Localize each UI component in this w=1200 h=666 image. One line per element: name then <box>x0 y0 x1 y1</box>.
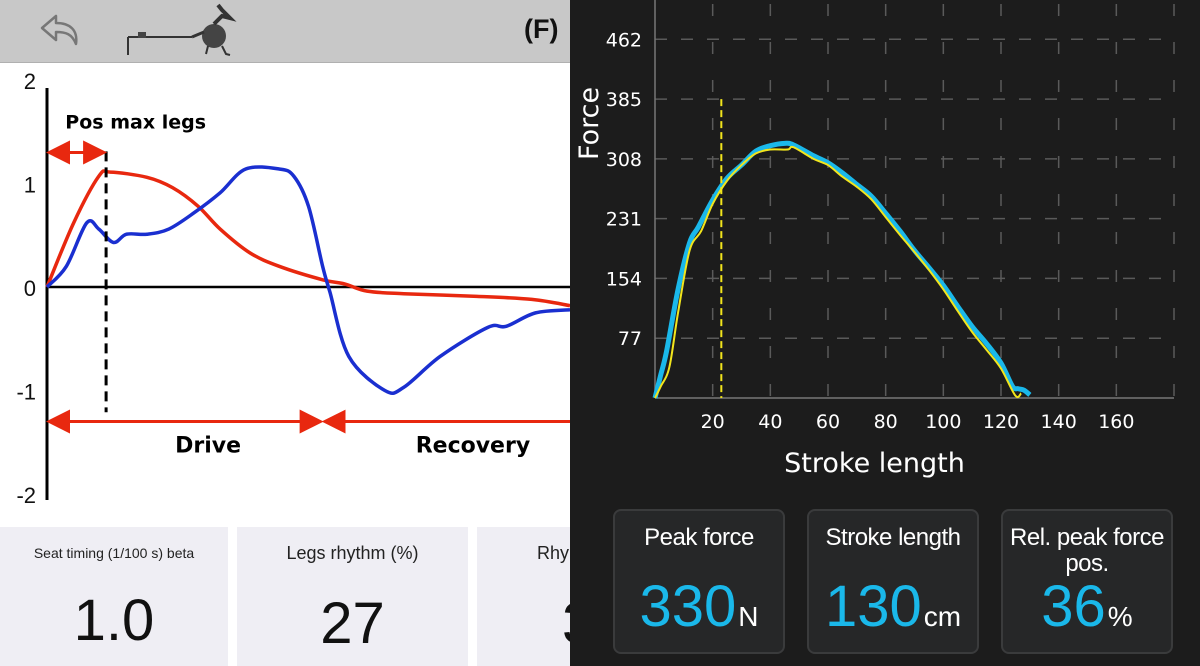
card-value: 36 <box>1041 574 1106 639</box>
y-tick-label: 462 <box>606 29 642 51</box>
y-tick-label: 154 <box>606 268 642 290</box>
header-bar: (F) <box>0 0 570 63</box>
drive-label: Drive <box>175 434 241 459</box>
card-unit: cm <box>923 601 962 632</box>
y-tick-label: 0 <box>24 276 36 301</box>
series-line-red <box>45 169 570 308</box>
legs-rhythm-card: Legs rhythm (%) 27 <box>237 527 468 666</box>
leg-seat-timing-chart: 2 1 0 -1 -2 Pos max legs Drive Recovery <box>16 69 570 508</box>
rowing-machine-icon <box>127 3 237 56</box>
y-axis-label: Force <box>574 87 605 160</box>
card-unit: N <box>738 601 759 632</box>
card-value: 1.0 <box>73 588 155 653</box>
x-axis-label: Stroke length <box>784 448 965 479</box>
peak-force-card: Peak force 330N <box>613 509 785 654</box>
stroke-length-card: Stroke length 130cm <box>807 509 979 654</box>
x-tick-label: 60 <box>816 411 840 433</box>
card-value: 27 <box>320 591 385 656</box>
pos-max-legs-label: Pos max legs <box>65 112 206 134</box>
card-unit: % <box>1107 601 1133 632</box>
recovery-label: Recovery <box>416 434 530 459</box>
y-tick-label: 308 <box>606 149 642 171</box>
x-tick-label: 120 <box>983 411 1019 433</box>
header-title: (F) <box>524 14 559 44</box>
y-tick-label: 385 <box>606 89 642 111</box>
series-line-blue <box>45 165 570 396</box>
y-tick-label: 231 <box>606 209 642 231</box>
left-app-panel: (F) 2 1 0 -1 -2 Pos max legs Drive Recovery Sea… <box>0 0 570 666</box>
card-label: Rhy <box>537 543 570 563</box>
x-tick-label: 40 <box>758 411 782 433</box>
x-tick-label: 160 <box>1098 411 1134 433</box>
series-line-yellow <box>654 145 1022 399</box>
y-tick-label: 77 <box>618 328 642 350</box>
series-line-blue <box>652 140 1032 399</box>
y-tick-label: 2 <box>24 69 36 94</box>
card-label: Legs rhythm (%) <box>286 543 419 563</box>
card-value: 330 <box>639 574 737 639</box>
y-tick-label: -2 <box>16 483 36 508</box>
y-tick-label: -1 <box>16 380 36 405</box>
card-label: Stroke length <box>825 524 961 551</box>
x-tick-label: 100 <box>925 411 961 433</box>
y-tick-label: 1 <box>24 173 36 198</box>
rhythm-card: Rhy 3 <box>477 527 570 666</box>
rel-peak-force-pos-card: Rel. peak force pos. 36% <box>1001 509 1173 654</box>
x-tick-label: 140 <box>1041 411 1077 433</box>
card-label: Peak force <box>644 524 754 551</box>
x-tick-label: 20 <box>701 411 725 433</box>
card-label: Rel. peak force pos. <box>1010 524 1164 577</box>
force-curve-chart: 20 40 60 80 100 120 140 160 77 154 231 308 385 462 Str… <box>574 0 1175 479</box>
card-value: 3 <box>562 590 570 657</box>
back-arrow-icon[interactable] <box>38 12 82 48</box>
seat-timing-card: Seat timing (1/100 s) beta 1.0 <box>0 527 228 666</box>
right-app-panel: 20 40 60 80 100 120 140 160 77 154 231 308 385 462 Str… <box>570 0 1200 666</box>
card-value: 130 <box>824 574 922 639</box>
card-label: Seat timing (1/100 s) beta <box>33 545 195 561</box>
x-tick-label: 80 <box>874 411 898 433</box>
